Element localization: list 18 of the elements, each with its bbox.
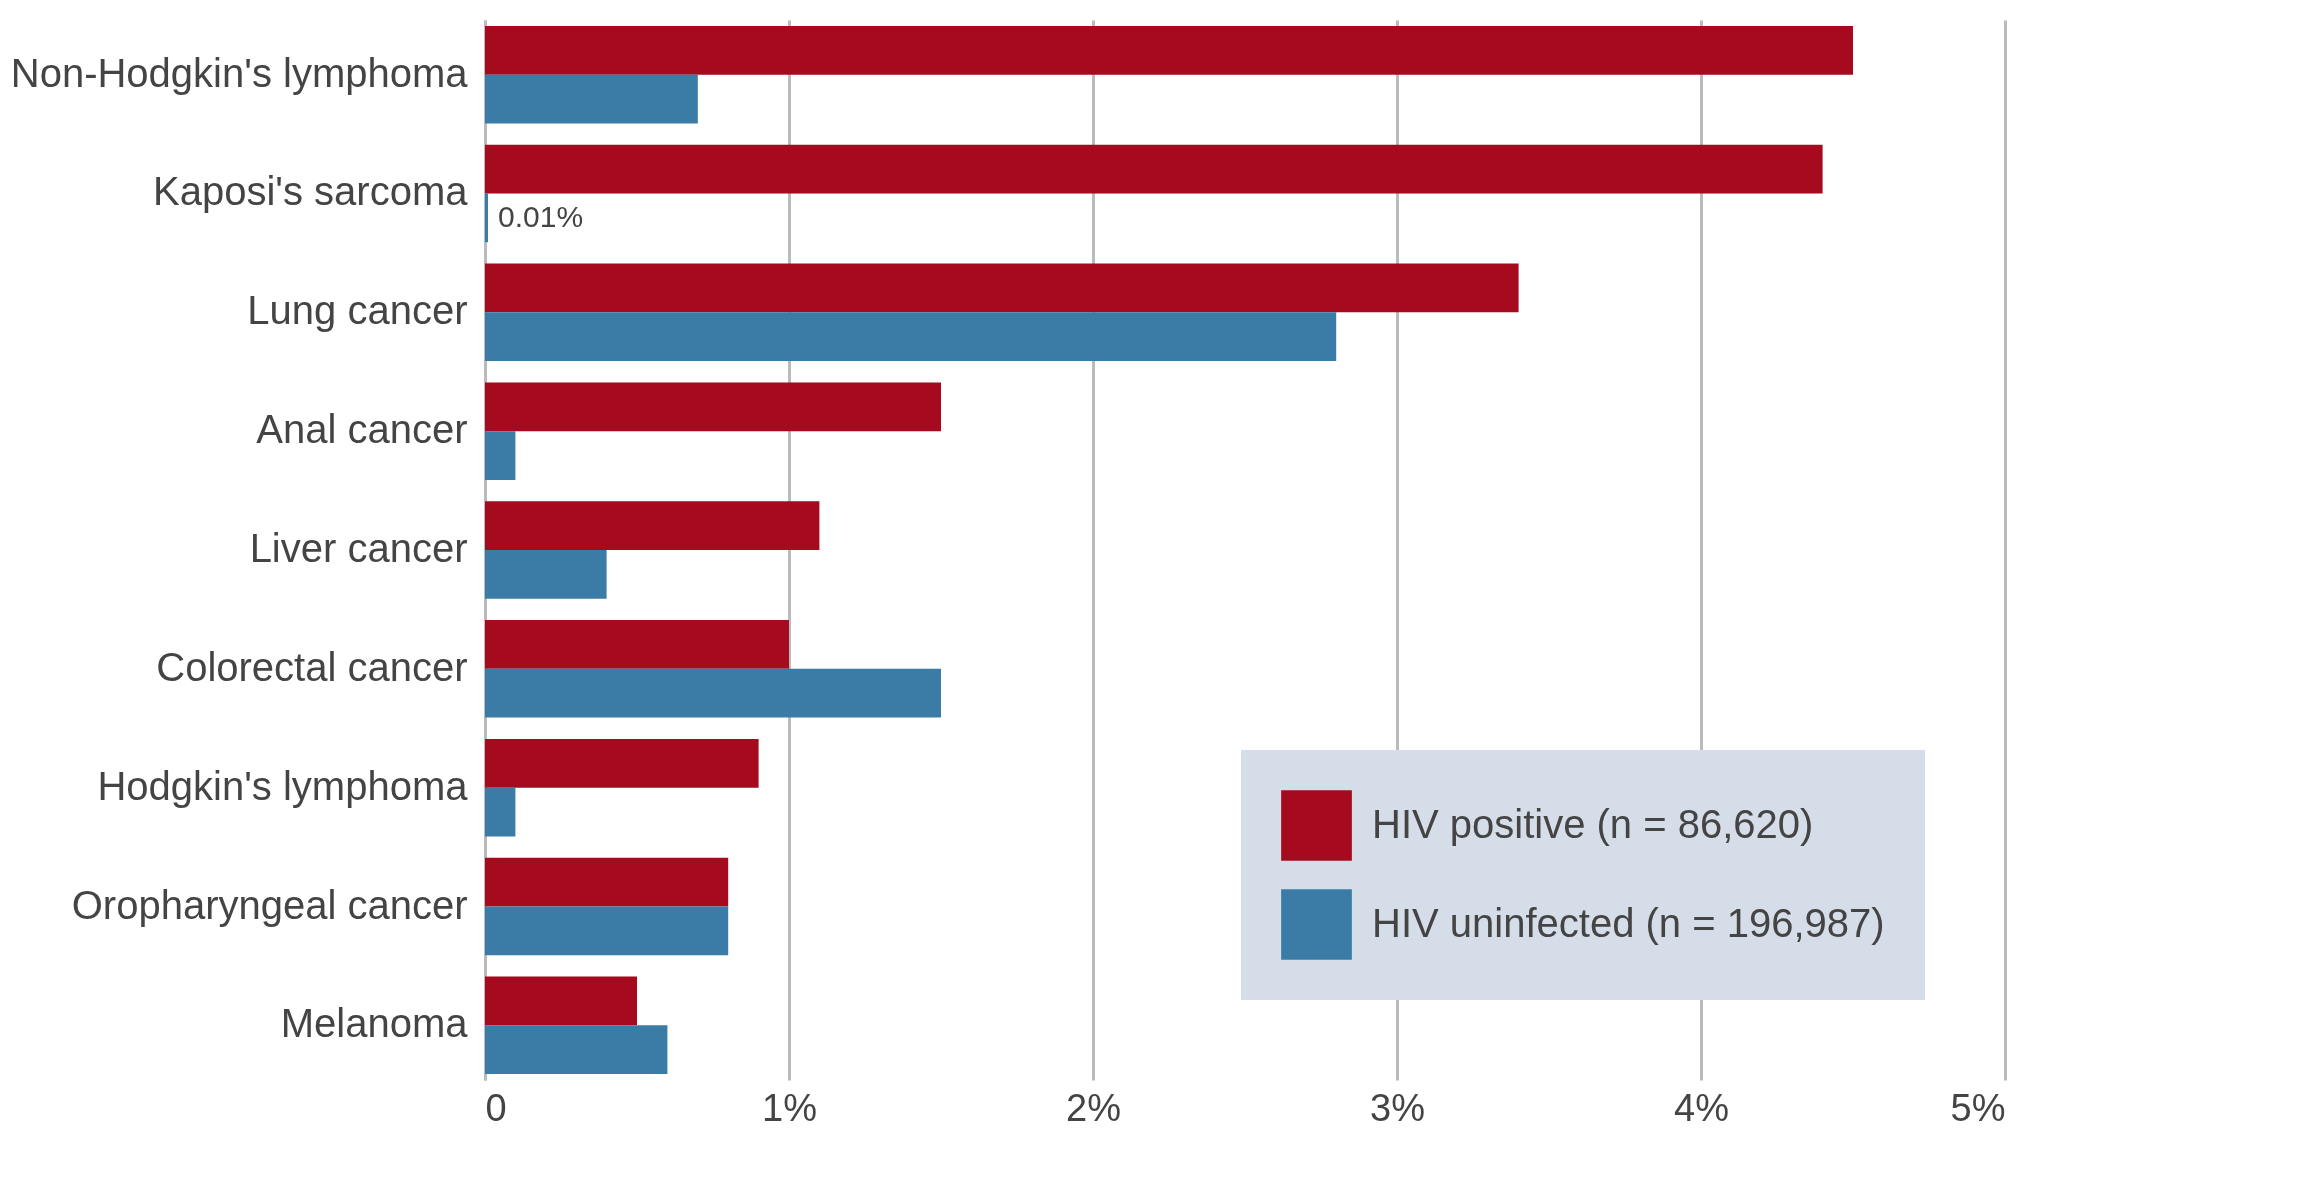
x-tick-label: 2% — [1066, 1086, 1121, 1129]
x-tick-label: 0 — [485, 1086, 507, 1129]
y-tick-label: Hodgkin's lymphoma — [97, 763, 469, 808]
y-tick-label: Melanoma — [280, 1001, 469, 1046]
y-tick-label: Non-Hodgkin's lymphoma — [10, 50, 469, 95]
data-label: 0.01% — [498, 199, 584, 233]
y-tick-label: Kaposi's sarcoma — [153, 169, 469, 214]
y-tick-label: Liver cancer — [249, 526, 468, 570]
x-tick-label: 4% — [1674, 1086, 1729, 1129]
y-tick-label: Anal cancer — [256, 407, 468, 452]
y-tick-label: Colorectal cancer — [156, 644, 468, 689]
y-tick-label: Oropharyngeal cancer — [71, 882, 468, 927]
x-tick-label: 5% — [1950, 1086, 2006, 1129]
legend-label: HIV positive (n = 86,620) — [1372, 801, 1814, 846]
y-tick-label: Lung cancer — [247, 288, 468, 333]
legend-label: HIV uninfected (n = 196,987) — [1372, 900, 1885, 945]
x-tick-label: 1% — [762, 1086, 817, 1129]
x-tick-label: 3% — [1370, 1086, 1425, 1129]
